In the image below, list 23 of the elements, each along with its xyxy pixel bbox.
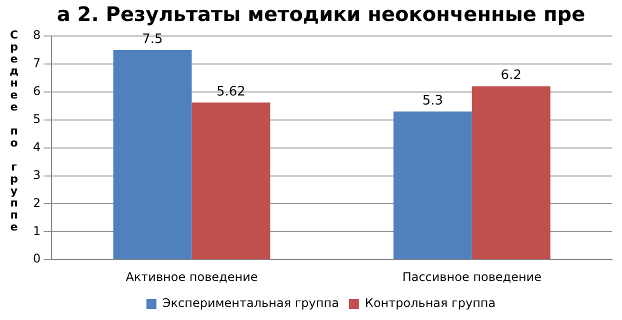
- text: Среднее по группе: [10, 28, 18, 234]
- chart-title: а 2. Результаты методики неоконченные пре: [56, 2, 586, 26]
- bar: [393, 111, 472, 260]
- bar: [113, 50, 192, 260]
- y-tick-label: 7: [32, 56, 41, 70]
- y-tick-label: 8: [32, 28, 41, 42]
- data-label: 5.62: [216, 84, 246, 100]
- y-tick-label: 3: [32, 168, 41, 182]
- y-tick-label: 0: [32, 252, 41, 266]
- y-tick-label: 4: [32, 140, 41, 154]
- y-tick-label: 5: [32, 112, 41, 126]
- y-tick-label: 2: [32, 196, 41, 210]
- data-label: 7.5: [142, 32, 163, 47]
- y-tick-label: 6: [32, 84, 41, 98]
- bar: [472, 86, 550, 260]
- x-tick-label: Пассивное поведение: [402, 270, 542, 284]
- bar: [192, 102, 270, 260]
- data-label: 5.3: [422, 93, 444, 108]
- legend-label: Экспериментальная группа: [162, 296, 339, 310]
- legend-label: Контрольная группа: [364, 296, 496, 310]
- data-label: 6.2: [500, 68, 522, 84]
- y-tick-label: 1: [32, 224, 41, 238]
- x-tick-label: Активное поведение: [126, 270, 258, 284]
